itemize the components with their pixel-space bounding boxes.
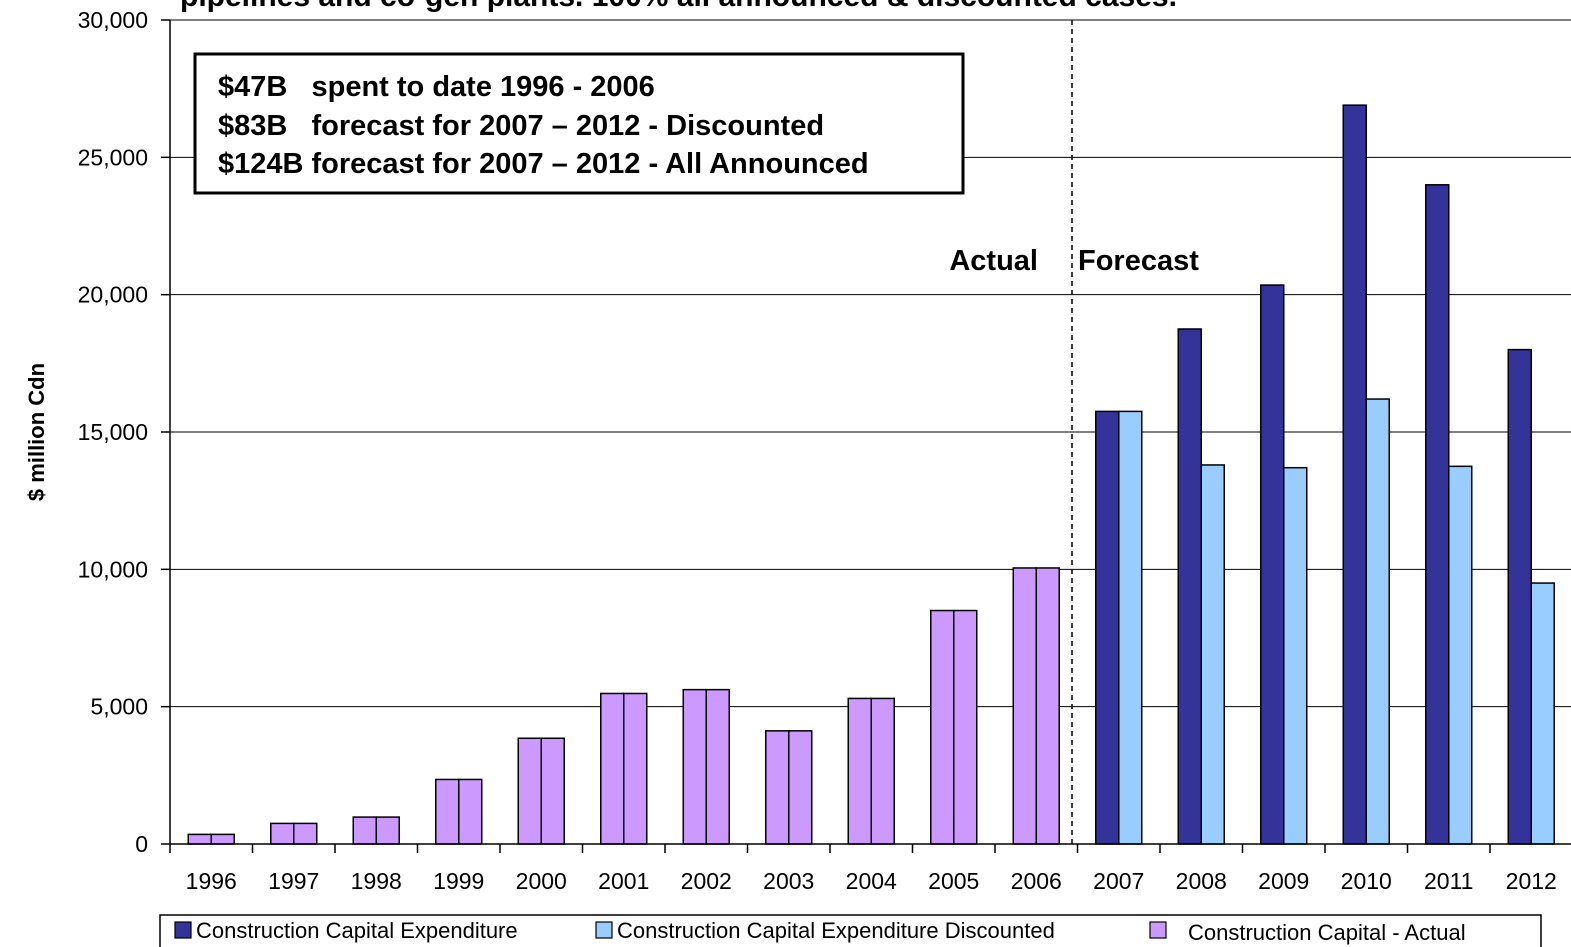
- bar-actual: [930, 609, 955, 845]
- x-tick-label: 2000: [516, 868, 567, 894]
- x-tick-label: 1996: [186, 868, 237, 894]
- bar-actual: [210, 833, 235, 845]
- bar-actual: [682, 688, 707, 845]
- y-axis-title: $ million Cdn: [24, 363, 49, 501]
- bar-actual: [847, 697, 872, 845]
- forecast-label: Forecast: [1078, 245, 1199, 277]
- x-axis-ticks: 1996 1997 1998 1999 2000 2001 2002 2003 2004 2005…: [169, 844, 1557, 894]
- bar-actual: [788, 730, 813, 845]
- y-tick-label: 0: [135, 831, 148, 857]
- y-tick-label: 25,000: [78, 144, 148, 170]
- bar-actual: [187, 833, 212, 845]
- annotation-line-3: $124B forecast for 2007 – 2012 - All Ann…: [218, 148, 869, 180]
- annotation-line-1: $47B spent to date 1996 - 2006: [218, 71, 655, 103]
- x-tick-label: 1998: [351, 868, 402, 894]
- bar-discounted: [1448, 465, 1473, 845]
- y-tick-label: 15,000: [78, 419, 148, 445]
- y-tick-label: 30,000: [78, 7, 148, 33]
- legend-label-discounted: Construction Capital Expenditure Discoun…: [617, 918, 1055, 943]
- bar-actual: [623, 692, 648, 845]
- legend-swatch-discounted: [595, 921, 613, 939]
- bar-actual: [540, 737, 565, 845]
- bar-actual: [705, 688, 730, 845]
- bar-expenditure: [1425, 184, 1450, 845]
- bar-actual: [435, 778, 460, 845]
- bar-expenditure: [1342, 104, 1367, 845]
- x-tick-label: 2010: [1341, 868, 1392, 894]
- summary-annotation-box: $47B spent to date 1996 - 2006 $83B fore…: [193, 52, 965, 195]
- legend: Construction Capital Expenditure Constru…: [159, 914, 1542, 947]
- bar-expenditure: [1095, 410, 1120, 845]
- y-tick-label: 10,000: [78, 556, 148, 582]
- x-tick-label: 1999: [433, 868, 484, 894]
- y-tick-label: 20,000: [78, 282, 148, 308]
- bar-actual: [375, 816, 400, 845]
- x-tick-label: 2011: [1424, 868, 1473, 894]
- x-tick-label: 2006: [1011, 868, 1062, 894]
- bar-discounted: [1118, 410, 1143, 845]
- bar-actual: [517, 737, 542, 845]
- bar-expenditure: [1177, 328, 1202, 845]
- x-tick-label: 2004: [846, 868, 897, 894]
- bar-discounted: [1365, 398, 1390, 845]
- bar-actual: [458, 778, 483, 845]
- legend-swatch-actual: [1149, 921, 1167, 939]
- legend-label-actual: Construction Capital - Actual: [1188, 920, 1466, 945]
- y-tick-label: 5,000: [90, 694, 148, 720]
- y-axis-ticks: 0 5,000 10,000 15,000 20,000 25,000 30,000: [78, 7, 170, 857]
- bar-actual: [600, 692, 625, 845]
- legend-swatch-expenditure: [174, 921, 192, 939]
- bar-discounted: [1283, 466, 1308, 845]
- x-tick-label: 1997: [268, 868, 319, 894]
- bar-actual: [293, 822, 318, 845]
- x-tick-label: 2005: [928, 868, 979, 894]
- bar-discounted: [1200, 464, 1225, 845]
- actual-label: Actual: [949, 245, 1038, 277]
- x-tick-label: 2001: [598, 868, 649, 894]
- chart-title: pipelines and co-gen plants. 100% all an…: [180, 0, 1177, 13]
- bar-expenditure: [1507, 348, 1532, 845]
- bar-actual: [1035, 567, 1060, 845]
- bar-actual: [953, 609, 978, 845]
- legend-label-expenditure: Construction Capital Expenditure: [196, 918, 518, 943]
- bar-discounted: [1530, 582, 1555, 845]
- x-tick-label: 2012: [1506, 868, 1557, 894]
- bar-actual: [870, 697, 895, 845]
- x-tick-label: 2008: [1176, 868, 1227, 894]
- bar-actual: [765, 730, 790, 845]
- bar-expenditure: [1260, 284, 1285, 845]
- bar-actual: [352, 816, 377, 845]
- x-tick-label: 2009: [1258, 868, 1309, 894]
- x-tick-label: 2002: [681, 868, 732, 894]
- bar-actual: [1012, 567, 1037, 845]
- x-tick-label: 2007: [1093, 868, 1144, 894]
- annotation-line-2: $83B forecast for 2007 – 2012 - Discount…: [218, 110, 824, 142]
- bar-groups: [187, 104, 1555, 845]
- x-tick-label: 2003: [763, 868, 814, 894]
- bar-actual: [270, 822, 295, 845]
